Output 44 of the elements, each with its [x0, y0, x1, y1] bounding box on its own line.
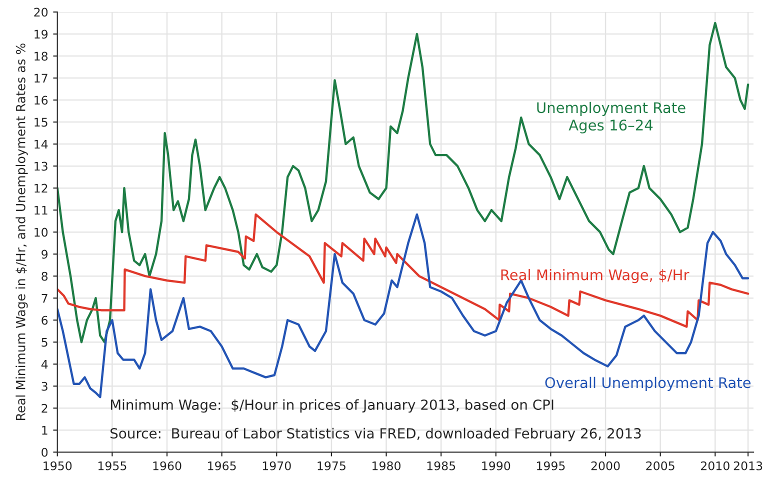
x-tick-label: 1980 — [372, 461, 401, 470]
y-tick-label: 6 — [42, 316, 48, 325]
y-tick-label: 17 — [34, 74, 48, 83]
y-tick-label: 5 — [42, 338, 48, 347]
y-tick-label: 12 — [34, 184, 48, 193]
line-series — [57, 213, 750, 398]
y-tick-label: 15 — [34, 118, 48, 127]
line-series — [57, 213, 750, 328]
annotation: Source: Bureau of Labor Statistics via FRED, downloaded February 26, 2013 — [110, 428, 641, 442]
x-tick-label: 1970 — [262, 461, 291, 470]
x-tick-label: 2010 — [700, 461, 730, 470]
y-tick-label: 2 — [42, 404, 48, 413]
x-tick-label: 1960 — [153, 461, 182, 470]
y-tick-label: 10 — [34, 228, 48, 237]
line-series — [57, 22, 750, 344]
y-tick-label: 11 — [34, 206, 48, 215]
y-axis-title: Real Minimum Wage in $/Hr, and Unemployment Rates as % — [16, 44, 28, 420]
x-tick-label: 2013 — [734, 461, 762, 470]
series-label: Unemployment Rate Ages 16–24 — [537, 102, 686, 134]
y-tick-label: 9 — [42, 250, 48, 259]
y-tick-label: 3 — [42, 382, 48, 391]
x-tick-label: 1995 — [536, 461, 565, 470]
y-tick-label: 14 — [34, 140, 48, 149]
x-tick-label: 2005 — [646, 461, 674, 470]
annotation: Minimum Wage: $/Hour in prices of January 2013, based on CPI — [110, 399, 554, 413]
x-tick-label: 1965 — [208, 461, 236, 470]
y-tick-label: 13 — [34, 162, 48, 171]
y-tick-label: 8 — [42, 272, 48, 281]
y-tick-label: 1 — [42, 426, 48, 435]
y-tick-label: 18 — [34, 52, 48, 61]
x-tick-label: 1985 — [427, 461, 456, 470]
x-tick-label: 2000 — [591, 461, 620, 470]
x-tick-label: 1950 — [44, 461, 72, 470]
text: Overall Unemployment Rate — [545, 376, 751, 391]
x-tick-label: 1955 — [98, 461, 126, 470]
y-tick-label: 7 — [42, 294, 48, 303]
y-tick-label: 19 — [34, 30, 48, 39]
y-tick-label: 20 — [34, 8, 48, 17]
series-label: Real Minimum Wage, $/Hr — [501, 269, 690, 284]
y-tick-label: 16 — [34, 96, 48, 105]
x-tick-label: 1990 — [482, 461, 510, 470]
y-tick-label: 4 — [41, 360, 48, 369]
x-tick-label: 1975 — [318, 461, 346, 470]
y-tick-label: 0 — [42, 448, 48, 457]
